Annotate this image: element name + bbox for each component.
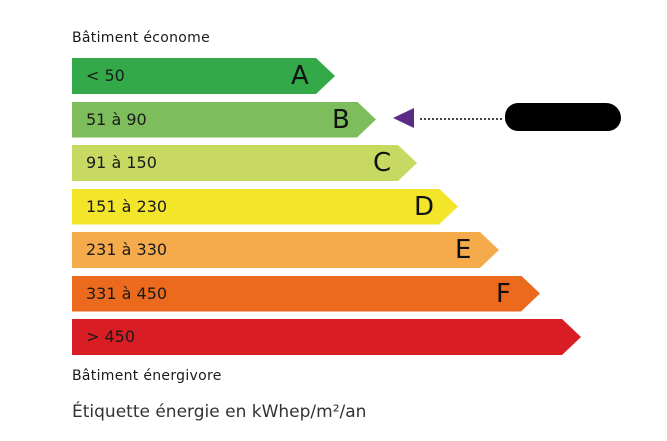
class-range: 151 à 230 <box>86 196 168 216</box>
energy-class-e: 231 à 330 E <box>72 232 499 268</box>
class-letter: E <box>455 235 472 265</box>
footer-caption: Étiquette énergie en kWhep/m²/an <box>72 402 367 422</box>
class-letter: A <box>291 61 309 91</box>
class-bar <box>72 276 540 312</box>
energy-class-a: < 50 A <box>72 58 335 94</box>
class-letter: C <box>373 148 392 178</box>
class-bar <box>72 145 417 181</box>
energy-class-f: 331 à 450 F <box>72 276 540 312</box>
energy-class-c: 91 à 150 C <box>72 145 417 181</box>
class-bar <box>72 319 581 355</box>
class-bar <box>72 102 376 138</box>
class-bar <box>72 232 499 268</box>
class-range: 51 à 90 <box>86 109 147 129</box>
class-range: 331 à 450 <box>86 283 168 303</box>
class-bar <box>72 58 335 94</box>
energy-class-g: > 450 <box>72 319 581 355</box>
top-label: Bâtiment économe <box>72 30 210 46</box>
bottom-label: Bâtiment énergivore <box>72 368 222 384</box>
class-range: > 450 <box>86 327 136 346</box>
class-range: 231 à 330 <box>86 240 168 259</box>
rating-arrow-icon <box>393 108 414 128</box>
redacted-value <box>505 103 621 131</box>
energy-class-b: 51 à 90 B <box>72 102 376 138</box>
class-letter: D <box>414 191 435 222</box>
energy-class-d: 151 à 230 D <box>72 189 458 225</box>
class-letter: F <box>496 278 511 309</box>
class-bar <box>72 189 458 225</box>
dotted-leader-line <box>420 118 502 120</box>
class-range: < 50 <box>86 66 125 85</box>
class-range: 91 à 150 <box>86 153 157 172</box>
class-letter: B <box>332 104 350 135</box>
